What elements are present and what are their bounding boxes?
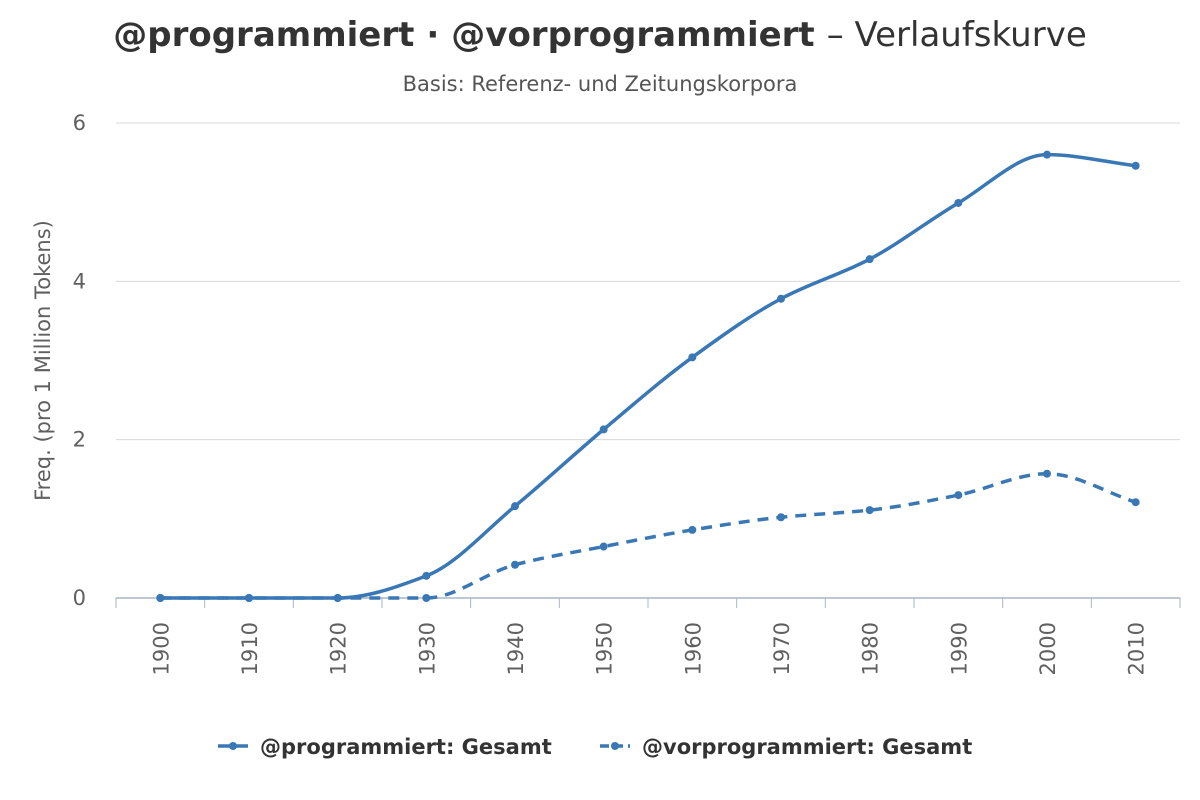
x-tick-label: 1910 (238, 622, 262, 675)
title-separator: · (426, 15, 439, 55)
data-point (156, 594, 165, 602)
data-point (599, 425, 608, 434)
x-tick-label: 1900 (149, 622, 173, 675)
data-point (777, 294, 785, 303)
legend: @programmiert: Gesamt @vorprogrammiert: G… (218, 735, 972, 759)
series-line-1 (158, 152, 1138, 600)
series-lines (156, 150, 1140, 602)
x-tick-label: 1920 (327, 622, 351, 675)
data-point (1043, 150, 1051, 159)
data-point (245, 594, 253, 602)
chart-title: @programmiert · @vorprogrammiert – Verlaufs… (113, 15, 1086, 55)
x-tick-label: 1950 (593, 622, 617, 675)
data-point (511, 560, 519, 569)
title-term-2: @vorprogrammiert (451, 15, 814, 55)
y-tick-label: 2 (73, 428, 86, 452)
grid-lines (116, 122, 1180, 599)
data-point (865, 255, 874, 264)
x-tick-label: 1970 (770, 622, 794, 675)
legend-marker (611, 742, 619, 750)
x-tick-label: 1980 (859, 622, 883, 675)
legend-label[interactable]: @vorprogrammiert: Gesamt (642, 735, 972, 759)
data-point (954, 491, 963, 500)
data-point (1043, 469, 1051, 478)
data-point (777, 513, 785, 522)
x-axis-ticks: 1900 1910 1920 1930 1940 1950 1960 1970 1980 1990… (115, 598, 1181, 675)
y-tick-label: 4 (73, 269, 86, 293)
data-point (688, 525, 697, 534)
x-tick-label: 1930 (415, 622, 439, 675)
y-tick-label: 6 (73, 111, 86, 135)
x-tick-label: 1990 (947, 622, 971, 675)
x-tick-label: 2000 (1036, 622, 1060, 675)
series-line-2 (160, 471, 1137, 600)
data-point (333, 594, 342, 602)
data-point (422, 594, 431, 602)
x-tick-label: 2010 (1125, 622, 1149, 675)
data-point (954, 198, 963, 207)
y-axis-label: Freq. (pro 1 Million Tokens) (31, 220, 55, 501)
data-point (1131, 161, 1140, 170)
legend-label[interactable]: @programmiert: Gesamt (260, 735, 552, 759)
legend-marker (229, 742, 237, 750)
y-axis-ticks: 0 2 4 6 (73, 111, 86, 610)
data-point (688, 353, 697, 362)
title-term-1: @programmiert (113, 15, 414, 55)
data-point (1131, 498, 1140, 507)
data-point (865, 506, 874, 515)
data-point (511, 502, 519, 511)
chart-subtitle: Basis: Referenz- und Zeitungskorpora (403, 72, 798, 96)
data-point (599, 542, 608, 551)
x-tick-label: 1940 (504, 622, 528, 675)
data-point (422, 571, 431, 580)
title-suffix: – Verlaufskurve (827, 15, 1087, 55)
x-tick-label: 1960 (681, 622, 705, 675)
y-tick-label: 0 (73, 586, 86, 610)
